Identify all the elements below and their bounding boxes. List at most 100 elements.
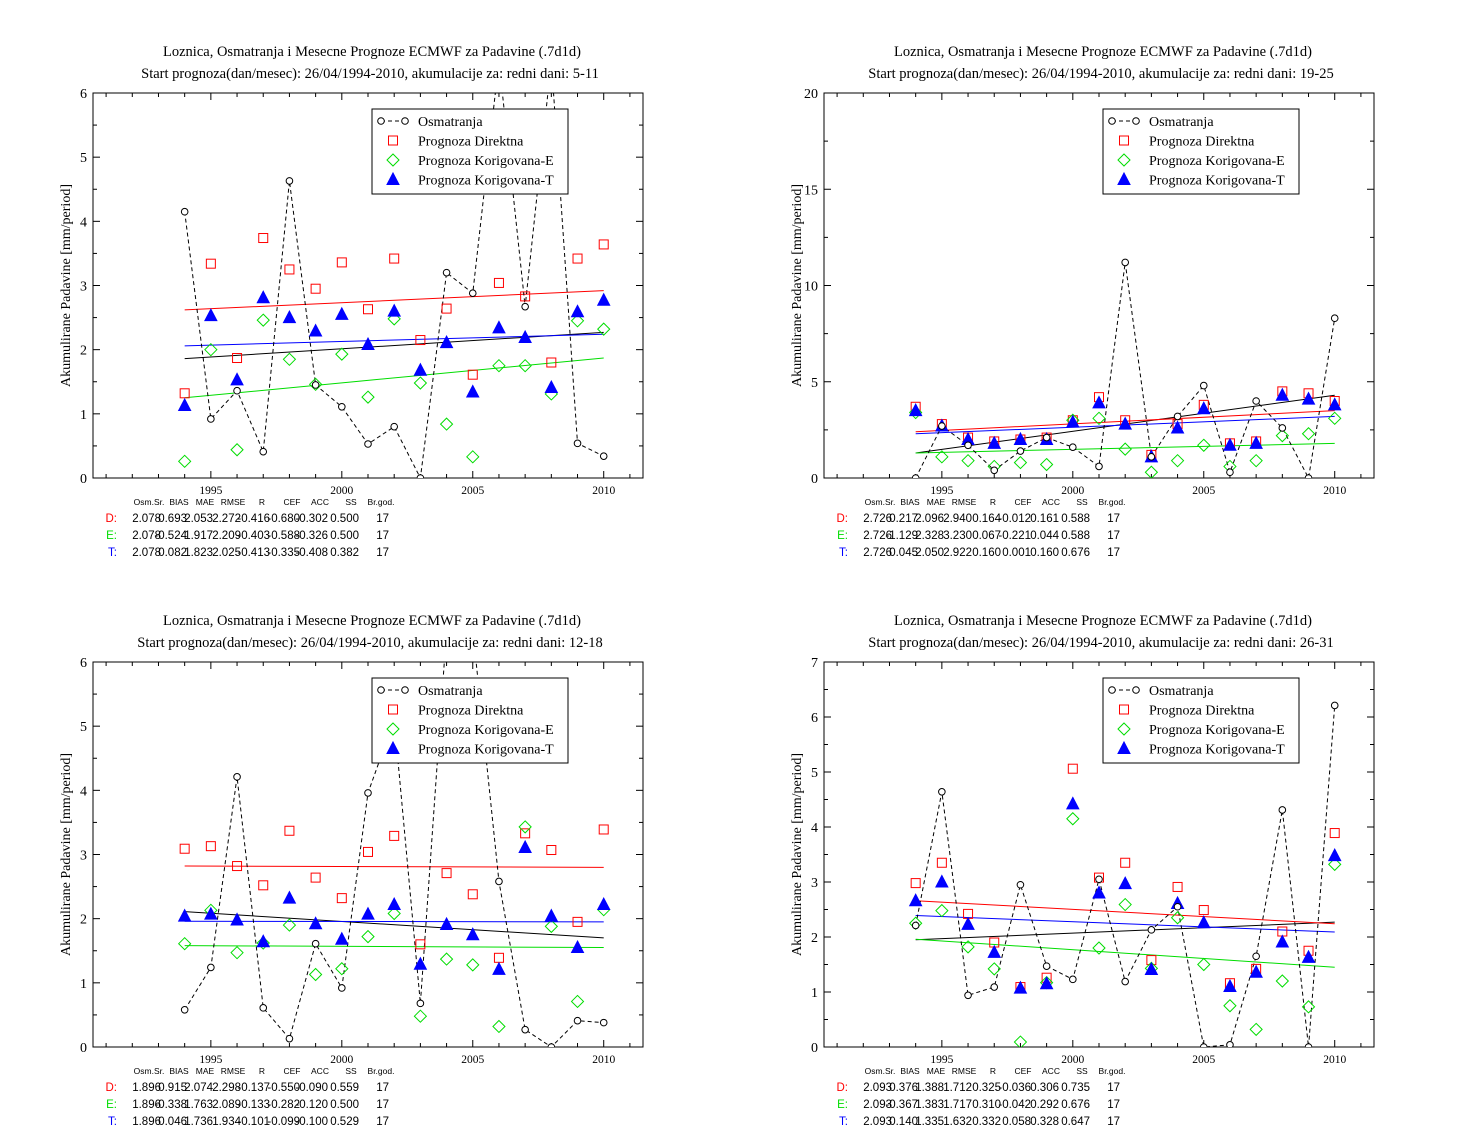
- y-axis-label: Akumulirane Padavine [mm/period]: [59, 184, 74, 387]
- trend-line-obs: [184, 331, 604, 360]
- stats-value: -0.413: [237, 547, 270, 559]
- stats-value: 0.046: [158, 1116, 187, 1128]
- point-direct: [389, 830, 400, 841]
- stats-header: MAE: [927, 1066, 946, 1076]
- stats-header: RMSE: [952, 497, 977, 507]
- y-tick-label: 6: [80, 87, 87, 102]
- stats-row-label: T:: [108, 547, 117, 559]
- stats-value: -0.221: [998, 530, 1031, 542]
- point-obs: [1069, 975, 1077, 984]
- point-corrT: [1065, 414, 1080, 428]
- stats-value: 17: [1107, 1082, 1120, 1094]
- point-corrT: [413, 362, 428, 376]
- point-corrE: [282, 918, 297, 932]
- point-corrT: [1170, 420, 1185, 434]
- point-corrT: [1223, 978, 1237, 992]
- y-tick-label: 6: [80, 656, 87, 671]
- point-corrT: [1013, 980, 1028, 994]
- stats-value: 0.217: [889, 513, 918, 525]
- stats-header: RMSE: [221, 497, 246, 507]
- point-direct: [363, 846, 373, 857]
- stats-header: ACC: [311, 1066, 329, 1076]
- stats-value: 17: [1107, 547, 1120, 559]
- y-tick-label: 0: [811, 1041, 818, 1056]
- point-corrT: [1196, 401, 1211, 415]
- point-corrT: [1327, 848, 1342, 862]
- point-corrT: [308, 323, 323, 337]
- y-axis-label: Akumulirane Padavine [mm/period]: [790, 753, 805, 956]
- stats-value: 2.078: [132, 547, 161, 559]
- point-obs: [911, 474, 920, 478]
- point-corrE: [361, 390, 375, 404]
- point-corrT: [1301, 949, 1316, 963]
- stats-value: 0.735: [1061, 1082, 1090, 1094]
- x-tick-label: 2005: [461, 1054, 484, 1066]
- y-tick-label: 0: [80, 1041, 87, 1056]
- point-corrE: [1013, 1035, 1028, 1047]
- point-corrE: [570, 314, 585, 328]
- x-tick-label: 2010: [1323, 1054, 1346, 1066]
- x-tick-label: 2005: [1192, 485, 1215, 497]
- x-tick-label: 2010: [1323, 485, 1346, 497]
- point-corrE: [466, 958, 480, 972]
- point-corrE: [335, 962, 349, 976]
- stats-header: Br.god.: [1099, 497, 1126, 507]
- legend-marker-direct: [1119, 704, 1129, 715]
- point-corrT: [1144, 961, 1159, 975]
- point-obs: [1016, 880, 1025, 889]
- point-direct: [205, 258, 216, 269]
- stats-value: -0.012: [998, 513, 1031, 525]
- x-tick-label: 2005: [1192, 1054, 1215, 1066]
- point-corrE: [1144, 465, 1159, 478]
- point-corrT: [1039, 976, 1054, 990]
- point-corrT: [1013, 431, 1028, 445]
- point-direct: [493, 952, 504, 963]
- point-obs: [1330, 314, 1339, 323]
- stats-value: -0.042: [998, 1099, 1031, 1111]
- point-corrE: [492, 1019, 506, 1034]
- legend-label-corrT: Prognoza Korigovana-T: [418, 743, 554, 758]
- stats-value: 2.298: [212, 1082, 241, 1094]
- stats-header: SS: [1076, 497, 1088, 507]
- x-tick-label: 1995: [199, 485, 222, 497]
- stats-value: 0.044: [1030, 530, 1059, 542]
- y-tick-label: 3: [80, 849, 87, 864]
- point-corrE: [1170, 911, 1185, 925]
- stats-value: 2.922: [943, 547, 972, 559]
- y-tick-label: 20: [804, 87, 818, 102]
- point-corrE: [935, 903, 949, 918]
- legend-marker-obs: [401, 686, 409, 694]
- point-corrT: [439, 916, 454, 930]
- legend-label-corrE: Prognoza Korigovana-E: [1149, 154, 1285, 169]
- stats-header: CEF: [284, 1066, 301, 1076]
- stats-header: ACC: [1042, 1066, 1060, 1076]
- y-tick-label: 3: [811, 876, 818, 891]
- stats-header: R: [990, 497, 996, 507]
- point-direct: [284, 264, 295, 275]
- legend-marker-obs: [377, 686, 385, 694]
- stats-header: Osm.Sr.: [865, 1066, 896, 1076]
- stats-value: -0.524: [154, 530, 187, 542]
- point-obs: [573, 1016, 582, 1025]
- stats-header: Br.god.: [368, 1066, 395, 1076]
- stats-header: BIAS: [169, 497, 189, 507]
- point-corrE: [439, 417, 454, 431]
- point-obs: [1304, 474, 1313, 478]
- point-corrE: [1197, 438, 1211, 452]
- stats-value: -0.335: [267, 547, 300, 559]
- point-direct: [910, 878, 921, 889]
- trend-line-corrE: [184, 357, 604, 399]
- stats-value: 0.045: [889, 547, 918, 559]
- legend-marker-obs: [1132, 117, 1140, 125]
- stats-header: BIAS: [900, 497, 920, 507]
- stats-value: 0.500: [330, 513, 359, 525]
- stats-value: 0.500: [330, 1099, 359, 1111]
- trend-line-corrT: [915, 915, 1335, 933]
- stats-value: 1.388: [915, 1082, 944, 1094]
- point-obs: [1252, 397, 1260, 405]
- legend-label-corrE: Prognoza Korigovana-E: [1149, 723, 1285, 738]
- stats-value: 0.332: [972, 1116, 1001, 1128]
- y-tick-label: 5: [811, 766, 818, 781]
- chart-subtitle: Start prognoza(dan/mesec): 26/04/1994-20…: [868, 635, 1333, 651]
- plot-area: [177, 662, 611, 1047]
